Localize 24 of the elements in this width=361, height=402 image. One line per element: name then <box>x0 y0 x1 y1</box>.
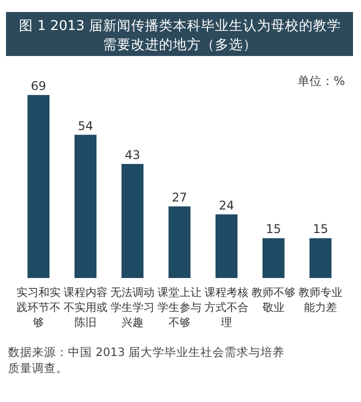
data-label: 15 <box>312 222 328 236</box>
x-tick-label: 无法调动学生学习兴趣 <box>110 286 154 329</box>
x-tick-label: 教师专业能力差 <box>298 286 342 314</box>
x-tick-label: 课程内容不实用或陈旧 <box>64 286 108 329</box>
bar <box>310 238 332 278</box>
data-label: 43 <box>124 148 140 162</box>
source-note: 数据来源：中国 2013 届大学毕业生社会需求与培养质量调查。 <box>8 345 285 375</box>
x-tick-label: 实习和实践环节不够 <box>16 286 60 329</box>
bar <box>262 238 284 278</box>
data-label: 15 <box>266 222 282 236</box>
bar <box>28 95 50 278</box>
x-tick-label: 课堂上让学生参与不够 <box>158 286 202 329</box>
data-label: 24 <box>218 198 234 212</box>
data-label: 54 <box>78 118 94 133</box>
data-label: 27 <box>172 190 188 204</box>
x-tick-label: 课程考核方式不合理 <box>204 286 248 329</box>
bar <box>74 134 96 278</box>
data-label: 69 <box>30 79 46 93</box>
bar <box>168 206 190 278</box>
chart-title: 图 1 2013 届新闻传播类本科毕业生认为母校的教学需要改进的地方（多选） <box>19 18 341 53</box>
x-tick-label: 教师不够敬业 <box>252 286 296 314</box>
bar <box>216 214 238 278</box>
text: 单位：% <box>298 74 345 88</box>
bar <box>122 164 144 278</box>
